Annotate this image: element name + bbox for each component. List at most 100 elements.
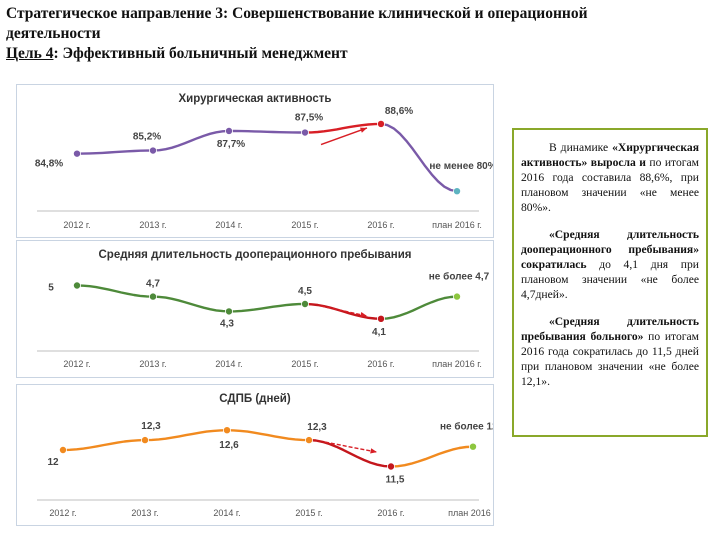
data-label: 85,2% bbox=[133, 132, 161, 143]
series-line-segment bbox=[144, 429, 228, 442]
x-tick-label: 2013 г. bbox=[139, 220, 166, 230]
data-label: 4,7 bbox=[146, 279, 160, 290]
commentary-3-rest: по итогам 2016 года сократилась до 11,5 … bbox=[521, 330, 699, 388]
chart-title: Средняя длительность дооперационного пре… bbox=[98, 249, 411, 261]
goal-label: Цель 4 bbox=[6, 45, 54, 62]
trend-arrow-head bbox=[360, 311, 367, 318]
data-label: 12,3 bbox=[141, 421, 161, 432]
commentary-3-bold: «Средняя длительность пребывания больног… bbox=[521, 315, 699, 343]
data-point bbox=[224, 126, 233, 135]
preop-stay-chart: Средняя длительность дооперационного пре… bbox=[37, 249, 490, 369]
strategic-direction-title-cont: деятельности bbox=[6, 25, 101, 42]
commentary-paragraph-stay: «Средняя длительность пребывания больног… bbox=[521, 314, 699, 389]
x-tick-label: 2012 г. bbox=[63, 220, 90, 230]
strategic-direction-title: Стратегическое направление 3: Совершенст… bbox=[6, 5, 588, 22]
x-tick-label: 2015 г. bbox=[291, 220, 318, 230]
series-line-segment bbox=[152, 129, 230, 152]
avg-stay-chart: СДПБ (дней) 2012 г. 2013 г. 2014 г. 2015 г. 2… bbox=[37, 393, 493, 518]
commentary-paragraph-preop: «Средняя длительность дооперационного пр… bbox=[521, 227, 699, 302]
data-label: 84,8% bbox=[35, 159, 63, 170]
data-point bbox=[224, 307, 233, 316]
chart-title: Хирургическая активность bbox=[179, 93, 332, 105]
data-label: не менее 80% bbox=[429, 161, 493, 172]
data-point bbox=[300, 128, 309, 137]
surgical-activity-chart: Хирургическая активность 2012 г. 2013 г. 20… bbox=[35, 93, 493, 230]
data-point bbox=[59, 446, 68, 455]
x-tick-label: 2014 г. bbox=[213, 508, 240, 518]
commentary-paragraph-surgical: В динамике «Хирургическая активность» вы… bbox=[521, 140, 699, 215]
goal-line: Цель 4: Эффективный больничный менеджмен… bbox=[6, 44, 706, 64]
data-point bbox=[386, 462, 395, 471]
series-line-segment bbox=[304, 122, 382, 134]
data-point bbox=[468, 442, 477, 451]
commentary-2-rest: до 4,1 дня при плановом значении «не бол… bbox=[521, 258, 699, 301]
chart-title: СДПБ (дней) bbox=[219, 393, 291, 405]
data-label: 5 bbox=[48, 283, 54, 294]
data-label: 4,3 bbox=[220, 318, 234, 329]
x-tick-label: 2013 г. bbox=[139, 359, 166, 369]
data-label: не более 12,1 bbox=[440, 421, 493, 433]
trend-arrow bbox=[320, 127, 368, 146]
data-label: 11,5 bbox=[386, 475, 405, 486]
series-line-segment bbox=[229, 129, 305, 134]
x-tick-label: 2015 г. bbox=[295, 508, 322, 518]
data-point bbox=[452, 292, 461, 301]
series-line-segment bbox=[304, 302, 382, 320]
series-line-segment bbox=[62, 438, 146, 452]
goal-text: : Эффективный больничный менеджмент bbox=[53, 45, 348, 62]
slide-header: Стратегическое направление 3: Совершенст… bbox=[6, 4, 706, 64]
chart-panel-preop-stay: Средняя длительность дооперационного пре… bbox=[16, 240, 494, 378]
data-point bbox=[376, 314, 385, 323]
data-point bbox=[141, 436, 150, 445]
data-label: 12,3 bbox=[307, 422, 327, 433]
series-line-segment bbox=[390, 445, 474, 468]
series-line-segment bbox=[380, 122, 458, 193]
x-tick-label: 2015 г. bbox=[291, 359, 318, 369]
commentary-box: В динамике «Хирургическая активность» вы… bbox=[512, 128, 708, 437]
series-line-segment bbox=[226, 429, 310, 442]
trend-arrow-head bbox=[360, 127, 367, 133]
x-tick-label: 2016 г. bbox=[367, 359, 394, 369]
x-tick-label: 2012 г. bbox=[63, 359, 90, 369]
data-point bbox=[222, 426, 231, 435]
x-tick-label: 2013 г. bbox=[131, 508, 158, 518]
trend-arrow bbox=[324, 441, 378, 453]
data-point bbox=[300, 300, 309, 309]
chart-panel-avg-stay: СДПБ (дней) 2012 г. 2013 г. 2014 г. 2015 г. 2… bbox=[16, 384, 494, 526]
data-label: 87,7% bbox=[217, 139, 245, 150]
commentary-1-lead: В динамике bbox=[549, 141, 613, 154]
series-line-segment bbox=[308, 438, 392, 468]
data-label: 4,5 bbox=[298, 286, 312, 297]
data-point bbox=[304, 436, 313, 445]
data-label: не более 4,7 bbox=[429, 271, 490, 283]
chart-panel-surgical-activity: Хирургическая активность 2012 г. 2013 г. 20… bbox=[16, 84, 494, 238]
x-tick-label: план 2016 г. bbox=[432, 359, 482, 369]
series-line-segment bbox=[76, 149, 154, 155]
x-tick-label: план 2016 г. bbox=[432, 220, 482, 230]
series-line-segment bbox=[152, 295, 230, 313]
x-tick-label: 2016 г. bbox=[377, 508, 404, 518]
data-point bbox=[376, 119, 385, 128]
data-label: 12,6 bbox=[219, 440, 239, 451]
x-tick-label: 2014 г. bbox=[215, 220, 242, 230]
x-tick-label: 2012 г. bbox=[49, 508, 76, 518]
data-point bbox=[73, 281, 82, 290]
data-label: 12 bbox=[47, 457, 59, 468]
data-label: 4,1 bbox=[372, 327, 386, 338]
x-tick-label: 2014 г. bbox=[215, 359, 242, 369]
data-point bbox=[73, 149, 82, 158]
data-point bbox=[452, 187, 461, 196]
commentary-2-bold: «Средняя длительность дооперационного пр… bbox=[521, 228, 699, 271]
trend-arrow-head bbox=[370, 448, 377, 454]
data-point bbox=[148, 146, 157, 155]
commentary-1-bold: «Хирургическая активность» выросла и bbox=[521, 141, 699, 169]
x-tick-label: план 2016 г. bbox=[448, 508, 493, 518]
series-line-segment bbox=[380, 295, 458, 320]
series-line-segment bbox=[76, 284, 154, 298]
commentary-1-rest: по итогам 2016 года составила 88,6%, при… bbox=[521, 156, 700, 214]
series-line-segment bbox=[228, 302, 306, 313]
data-label: 88,6% bbox=[385, 106, 413, 117]
trend-arrow bbox=[320, 305, 368, 317]
data-label: 87,5% bbox=[295, 113, 323, 124]
x-tick-label: 2016 г. bbox=[367, 220, 394, 230]
